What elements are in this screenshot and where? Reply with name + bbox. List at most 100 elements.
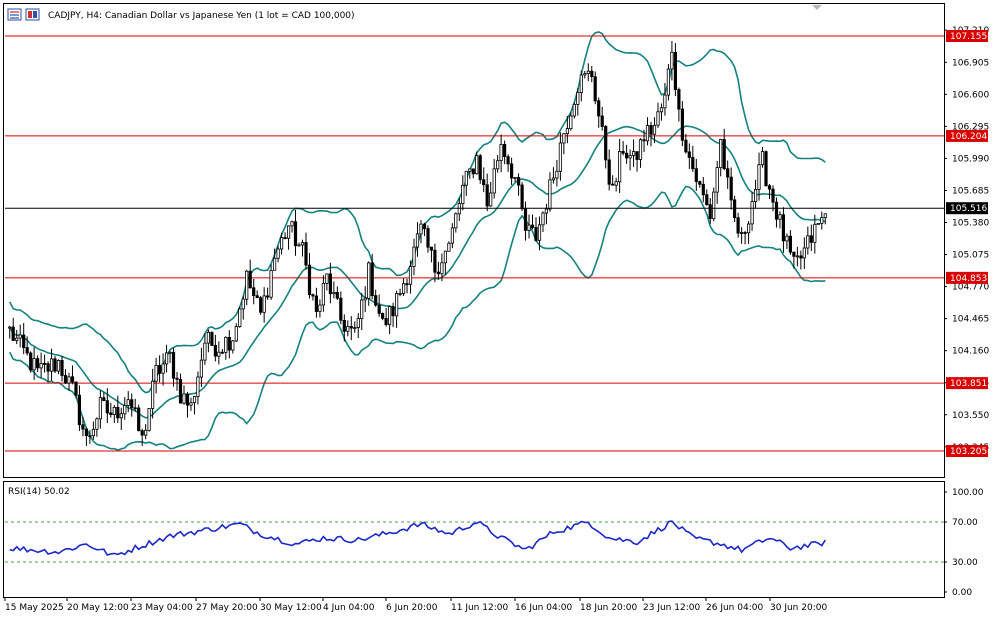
chart-shift-marker-icon[interactable] [812, 5, 822, 10]
candle-body [74, 381, 78, 396]
candle-body [743, 232, 747, 234]
candle-body [429, 246, 434, 251]
candle-body [70, 376, 75, 383]
candle-body [300, 242, 305, 246]
rsi-indicator [5, 520, 944, 563]
price-tick-label: 105.075 [952, 251, 989, 261]
candle-body [604, 126, 608, 161]
candle-body [77, 394, 81, 426]
candle-body [161, 363, 165, 374]
candle-body [548, 179, 552, 210]
candle-body [576, 92, 580, 105]
candle-body [206, 331, 210, 344]
candle-body [523, 208, 528, 231]
candle-body [15, 337, 19, 341]
candle-body [733, 199, 737, 219]
candle-body [133, 407, 137, 410]
rsi-tick-label: 30.00 [952, 558, 978, 568]
candle-body [530, 224, 535, 228]
candle-body [597, 100, 601, 117]
candle-body [150, 380, 155, 409]
time-axis: 15 May 2025 20 May 12:00 23 May 04:00 27 Ma… [4, 597, 827, 613]
candle-body [757, 164, 761, 190]
candle-body [283, 237, 287, 240]
candle-body [185, 393, 190, 406]
candle-body [447, 242, 451, 252]
candle-body [265, 295, 270, 298]
candle-body [792, 251, 796, 257]
candle-body [178, 378, 183, 404]
candle-body [537, 224, 542, 241]
candle-body [450, 227, 455, 244]
candle-body [638, 139, 643, 160]
candle-body [778, 214, 782, 220]
candle-body [740, 232, 744, 234]
header-icons[interactable] [7, 8, 40, 21]
candle-body [795, 255, 800, 258]
symbol-flag-icon[interactable] [25, 8, 40, 21]
price-tick-label: 104.770 [952, 283, 989, 293]
candle-body [823, 213, 827, 218]
candle-body [213, 344, 217, 357]
candle-body [820, 217, 824, 224]
candle-body [663, 94, 667, 109]
candle-body [46, 363, 50, 372]
candle-body [774, 201, 779, 220]
level-price-tag [946, 445, 988, 457]
candle-body [719, 139, 723, 169]
candle-body [269, 269, 273, 298]
candle-body [241, 298, 245, 310]
candle-body [126, 399, 130, 406]
candle-body [489, 192, 493, 207]
rsi-tick-label: 70.00 [952, 518, 978, 528]
candle-body [517, 176, 521, 186]
candle-body [544, 208, 549, 214]
candle-body [349, 326, 353, 329]
candle-body [123, 405, 127, 415]
candle-body [175, 377, 179, 380]
candle-body [210, 331, 214, 346]
candle-body [293, 221, 298, 247]
level-price-tag [946, 30, 988, 42]
candle-body [304, 242, 308, 266]
candle-body [332, 291, 336, 295]
candle-body [436, 271, 441, 275]
candle-body [387, 306, 392, 326]
candle-body [426, 228, 430, 248]
candle-body [321, 282, 326, 306]
candle-body [88, 435, 92, 438]
candle-body [199, 359, 203, 378]
time-tick-label: 30 Jun 20:00 [770, 603, 827, 613]
candle-body [802, 247, 806, 259]
candle-body [8, 326, 12, 329]
candle-body [590, 70, 594, 77]
candle-body [729, 176, 733, 201]
candle-body [698, 181, 702, 185]
candle-body [806, 235, 810, 249]
candle-body [781, 214, 786, 242]
price-tick-label: 105.380 [952, 218, 989, 228]
candle-body [642, 139, 646, 142]
rsi-title: RSI(14) 50.02 [8, 487, 70, 497]
candle-body [645, 125, 650, 142]
candle-body [98, 397, 102, 420]
candle-body [39, 362, 43, 369]
candle-body [63, 375, 68, 384]
candle-body [764, 151, 768, 187]
candle-body [496, 160, 500, 170]
candle-body [67, 376, 71, 384]
candle-body [367, 262, 371, 299]
candle-body [443, 250, 448, 264]
candle-body [541, 212, 545, 226]
current-price-tag [946, 202, 988, 215]
candle-body [513, 176, 517, 179]
candle-body [356, 318, 360, 329]
candle-body [670, 51, 674, 70]
candle-body [18, 334, 22, 339]
candle-body [297, 244, 301, 247]
candle-body [464, 170, 468, 186]
candle-body [691, 157, 695, 170]
candle-body [182, 393, 186, 404]
